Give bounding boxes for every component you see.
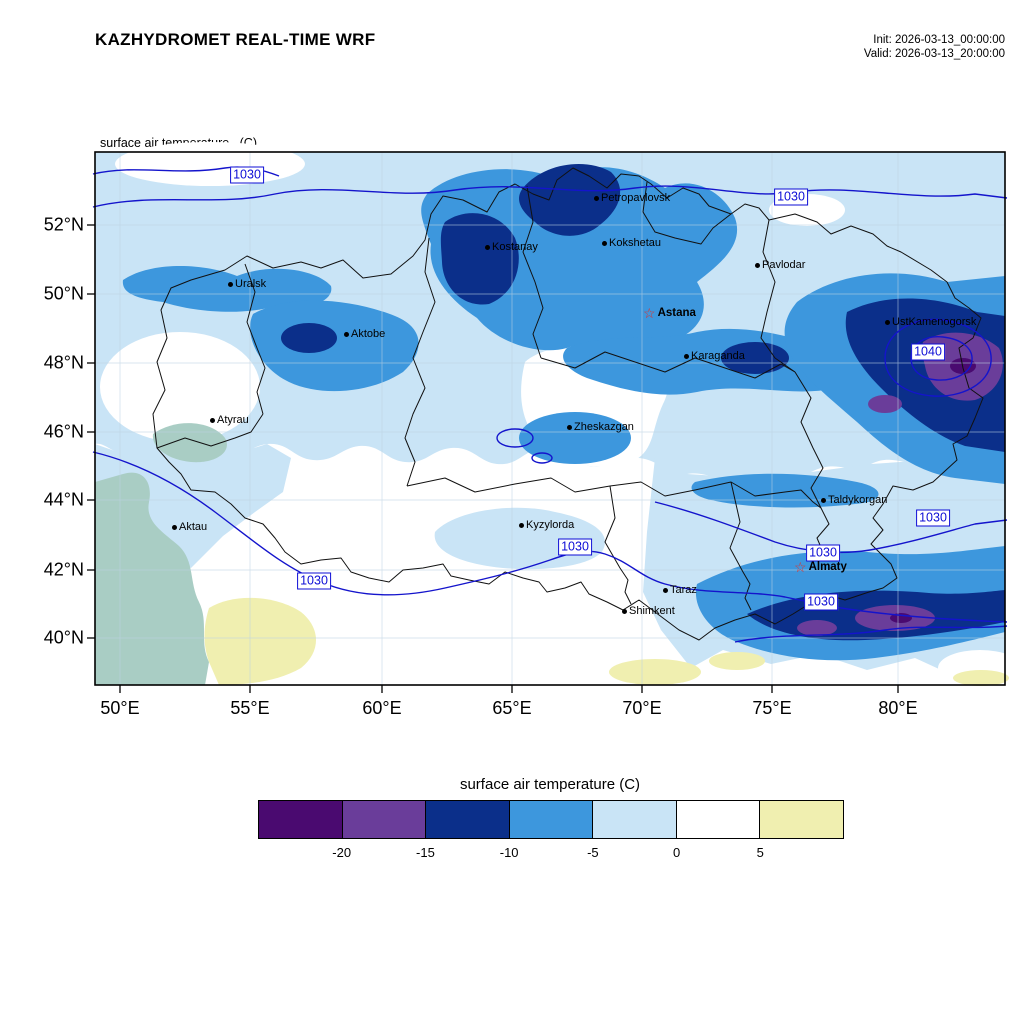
colorbar-tick-label: -5: [587, 845, 599, 860]
map-frame: [94, 151, 1006, 686]
colorbar-cell: [258, 800, 343, 839]
colorbar-tick-label: -10: [499, 845, 519, 860]
x-axis: 50°E 55°E 60°E 65°E 70°E 75°E 80°E: [95, 698, 1005, 722]
colorbar-tick-labels: -20 -15 -10 -5 0 5: [258, 845, 844, 863]
valid-time: Valid: 2026-03-13_20:00:00: [863, 48, 1005, 60]
map-canvas: [87, 142, 1022, 693]
x-axis-tick-label: 60°E: [362, 698, 402, 718]
y-axis: 52°N 50°N 48°N 46°N 44°N 42°N 40°N: [18, 152, 84, 685]
colorbar-tick-label: 5: [756, 845, 764, 860]
y-axis-tick-label: 52°N: [43, 214, 84, 235]
page-title: KAZHYDROMET REAL-TIME WRF: [95, 30, 376, 49]
y-axis-tick-label: 48°N: [43, 352, 84, 373]
colorbar-cell: [759, 800, 845, 839]
model-run-info: Init: 2026-03-13_00:00:00 Valid: 2026-03…: [864, 33, 1005, 61]
colorbar-cell: [341, 800, 427, 839]
colorbar-tick-label: -20: [332, 845, 352, 860]
x-axis-tick-label: 70°E: [622, 698, 662, 718]
y-axis-tick-label: 42°N: [43, 559, 84, 580]
x-axis-tick-label: 80°E: [878, 698, 918, 718]
region-borders: [152, 167, 984, 641]
colorbar-cell: [592, 800, 677, 839]
colorbar-tick-label: 0: [672, 845, 681, 860]
init-time: Init: 2026-03-13_00:00:00: [873, 34, 1005, 46]
caspian-sea: [95, 423, 227, 685]
y-axis-tick-label: 40°N: [43, 627, 84, 648]
colorbar-cell: [675, 800, 761, 839]
colorbar-cell: [508, 800, 594, 839]
colorbar: [258, 800, 845, 839]
x-axis-tick-label: 50°E: [100, 698, 140, 718]
temp-fill-yellow: [204, 597, 1009, 686]
y-axis-tick-label: 44°N: [43, 489, 84, 510]
y-axis-tick-label: 50°N: [43, 283, 84, 304]
x-axis-tick-label: 55°E: [230, 698, 270, 718]
axis-tick-marks: [87, 224, 899, 693]
x-axis-tick-label: 75°E: [752, 698, 792, 718]
weather-map: 1030 1030 1040 1030 1030 1030 1030 1030 Petropa…: [87, 142, 1022, 693]
y-axis-tick-label: 46°N: [43, 421, 84, 442]
grid-lines: [95, 152, 1005, 685]
x-axis-tick-label: 65°E: [492, 698, 532, 718]
colorbar-title: surface air temperature (C): [459, 776, 641, 793]
colorbar-cell: [425, 800, 510, 839]
colorbar-tick-label: -15: [416, 845, 435, 860]
